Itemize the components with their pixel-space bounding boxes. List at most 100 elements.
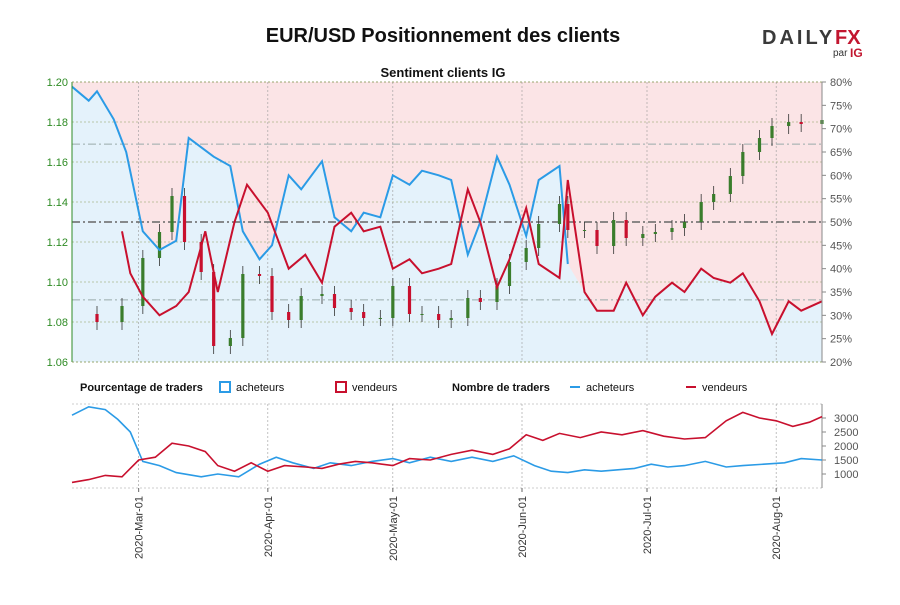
legend-buyers-label: acheteurs [236, 382, 285, 394]
price-candle [212, 272, 216, 346]
legend: Pourcentage de traders acheteurs vendeurs N… [80, 381, 748, 394]
logo-par: par [833, 48, 848, 59]
price-candle [449, 318, 453, 320]
price-candle [182, 196, 187, 242]
price-candle [595, 230, 599, 246]
price-candle [199, 242, 203, 272]
price-candle [757, 138, 762, 152]
price-candle [712, 194, 716, 202]
legend-buyers-box [219, 381, 231, 393]
price-candle [741, 152, 745, 176]
price-candle [228, 338, 232, 346]
percent-tick-label: 40% [830, 264, 852, 276]
main-plot: 1.06 1.08 1.10 1.12 1.14 1.16 1.18 1.20 20% 25% 30… [47, 77, 853, 369]
sellers-count-line [71, 411, 823, 484]
price-candle [420, 314, 424, 315]
price-candle [170, 196, 174, 232]
price-candle [391, 286, 395, 318]
price-candle [557, 204, 562, 224]
percent-tick-label: 70% [830, 124, 852, 136]
price-tick-label: 1.16 [47, 157, 68, 169]
percent-tick-label: 50% [830, 217, 852, 229]
date-tick-label: 2020-Mar-01 [134, 496, 146, 559]
percent-tick-label: 20% [830, 357, 852, 369]
logo-ig: IG [850, 46, 863, 60]
price-candle [157, 232, 162, 258]
price-candle [799, 122, 803, 124]
price-candle [507, 262, 512, 286]
date-tick-label: 2020-May-01 [388, 496, 400, 561]
count-tick-label: 2500 [834, 427, 858, 439]
price-candle [641, 234, 645, 238]
legend-count-label: Nombre de traders [452, 382, 550, 394]
legend-sellers-count-label: vendeurs [702, 382, 748, 394]
price-tick-label: 1.18 [47, 117, 68, 129]
trader-count-plot: 1000 1500 2000 2500 3000 [71, 403, 858, 489]
price-candle [378, 318, 382, 319]
price-candle [437, 314, 441, 320]
price-candle [582, 230, 587, 231]
price-tick-label: 1.12 [47, 237, 68, 249]
sentiment-subtitle: Sentiment clients IG [381, 65, 506, 80]
date-tick-label: 2020-Aug-01 [771, 496, 783, 560]
sellers-sentiment-line [121, 179, 823, 337]
price-candle [332, 294, 337, 308]
price-candle [257, 274, 262, 276]
count-tick-label: 1000 [834, 469, 858, 481]
percent-tick-label: 30% [830, 310, 852, 322]
price-candle [466, 298, 470, 318]
percent-tick-label: 35% [830, 287, 852, 299]
price-candle [287, 312, 291, 320]
price-candle [270, 276, 274, 312]
price-candle [566, 204, 570, 230]
price-candle [612, 220, 616, 246]
buyers-sentiment-line [71, 85, 569, 265]
price-tick-label: 1.20 [47, 77, 68, 89]
x-axis: 2020-Mar-01 2020-Apr-01 2020-May-01 2020-Ju… [134, 488, 783, 561]
buyers-count-line [71, 405, 823, 478]
dailyfx-logo: DAILY FX par IG [762, 27, 863, 60]
legend-sellers-box [335, 381, 347, 393]
price-candle [95, 314, 99, 322]
price-candle [362, 312, 366, 318]
count-tick-label: 3000 [834, 413, 858, 425]
percent-tick-label: 65% [830, 147, 852, 159]
chart-title: EUR/USD Positionnement des clients [266, 25, 621, 47]
percent-tick-label: 60% [830, 170, 852, 182]
price-candle [537, 224, 541, 248]
price-candle [407, 286, 412, 314]
percent-tick-label: 80% [830, 77, 852, 89]
count-tick-label: 2000 [834, 441, 858, 453]
price-candle [770, 126, 774, 138]
date-tick-label: 2020-Apr-01 [263, 496, 275, 557]
price-tick-label: 1.10 [47, 277, 68, 289]
price-candle [241, 274, 245, 338]
percent-tick-label: 75% [830, 100, 852, 112]
price-candle [699, 202, 703, 222]
logo-fx: FX [835, 27, 861, 49]
price-candle [787, 122, 791, 126]
price-candle [349, 308, 353, 312]
percent-tick-label: 55% [830, 194, 852, 206]
price-tick-label: 1.06 [47, 357, 68, 369]
price-candle [478, 298, 482, 302]
price-tick-label: 1.08 [47, 317, 68, 329]
price-candle [320, 294, 324, 296]
price-candle [524, 248, 528, 262]
date-tick-label: 2020-Jul-01 [642, 496, 654, 554]
price-tick-label: 1.14 [47, 197, 68, 209]
price-candle [141, 258, 145, 306]
count-tick-label: 1500 [834, 455, 858, 467]
percent-tick-label: 25% [830, 334, 852, 346]
legend-sellers-label: vendeurs [352, 382, 398, 394]
price-candle [299, 296, 303, 320]
buyer-zone [72, 86, 822, 362]
price-candle [624, 220, 628, 238]
price-candle [495, 286, 499, 302]
legend-percent-label: Pourcentage de traders [80, 382, 203, 394]
price-candle [682, 222, 687, 228]
date-tick-label: 2020-Jun-01 [517, 496, 529, 558]
price-candle [728, 176, 732, 194]
